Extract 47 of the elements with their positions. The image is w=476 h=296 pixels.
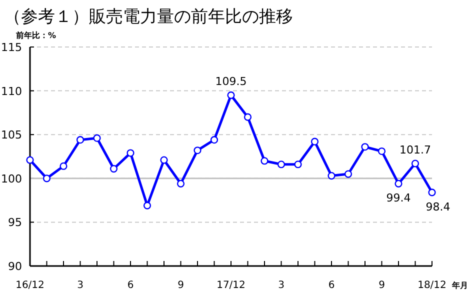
data-label: 98.4 <box>426 200 450 214</box>
point <box>428 188 436 196</box>
data-label: 109.5 <box>215 75 247 88</box>
point <box>93 134 101 142</box>
y-tick-label: 110 <box>1 84 22 98</box>
point <box>194 146 202 154</box>
data-label: 101.7 <box>400 144 431 157</box>
y-tick-label: 95 <box>8 216 22 230</box>
point <box>394 180 402 188</box>
point <box>328 172 336 180</box>
point <box>26 156 34 164</box>
point <box>310 138 319 146</box>
data-label: 99.4 <box>386 192 411 205</box>
point <box>160 156 168 164</box>
point <box>378 147 386 156</box>
point <box>277 160 286 168</box>
x-tick-label: 6 <box>328 280 335 291</box>
x-tick-label: 16/12 <box>16 280 44 291</box>
point <box>42 174 51 182</box>
point <box>344 170 352 178</box>
x-tick-label: 9 <box>178 280 184 291</box>
x-tick-label: 3 <box>77 280 84 291</box>
y-tick-label: 100 <box>1 172 22 186</box>
x-tick-label: 18/12 <box>418 280 446 291</box>
point <box>76 136 84 144</box>
x-tick-label: 9 <box>378 280 385 291</box>
point <box>411 160 420 168</box>
point <box>361 143 369 151</box>
point <box>143 202 152 210</box>
y-axis-title: 前年比：% <box>15 31 56 40</box>
x-tick-label: 3 <box>278 280 284 291</box>
x-tick-label: 6 <box>127 280 134 291</box>
point <box>294 160 302 168</box>
chart-title: （参考１）販売電力量の前年比の推移 <box>4 7 293 27</box>
x-axis-title: 年月 <box>451 281 468 290</box>
point <box>176 180 185 188</box>
point <box>60 162 68 170</box>
point <box>244 113 252 121</box>
y-tick-label: 90 <box>8 260 22 273</box>
point <box>110 164 118 173</box>
point <box>126 149 134 157</box>
point <box>227 91 235 99</box>
point <box>260 157 268 165</box>
x-tick-label: 17/12 <box>216 280 246 291</box>
point <box>210 136 218 144</box>
y-tick-label: 105 <box>1 128 22 142</box>
y-tick-label: 115 <box>1 41 22 54</box>
